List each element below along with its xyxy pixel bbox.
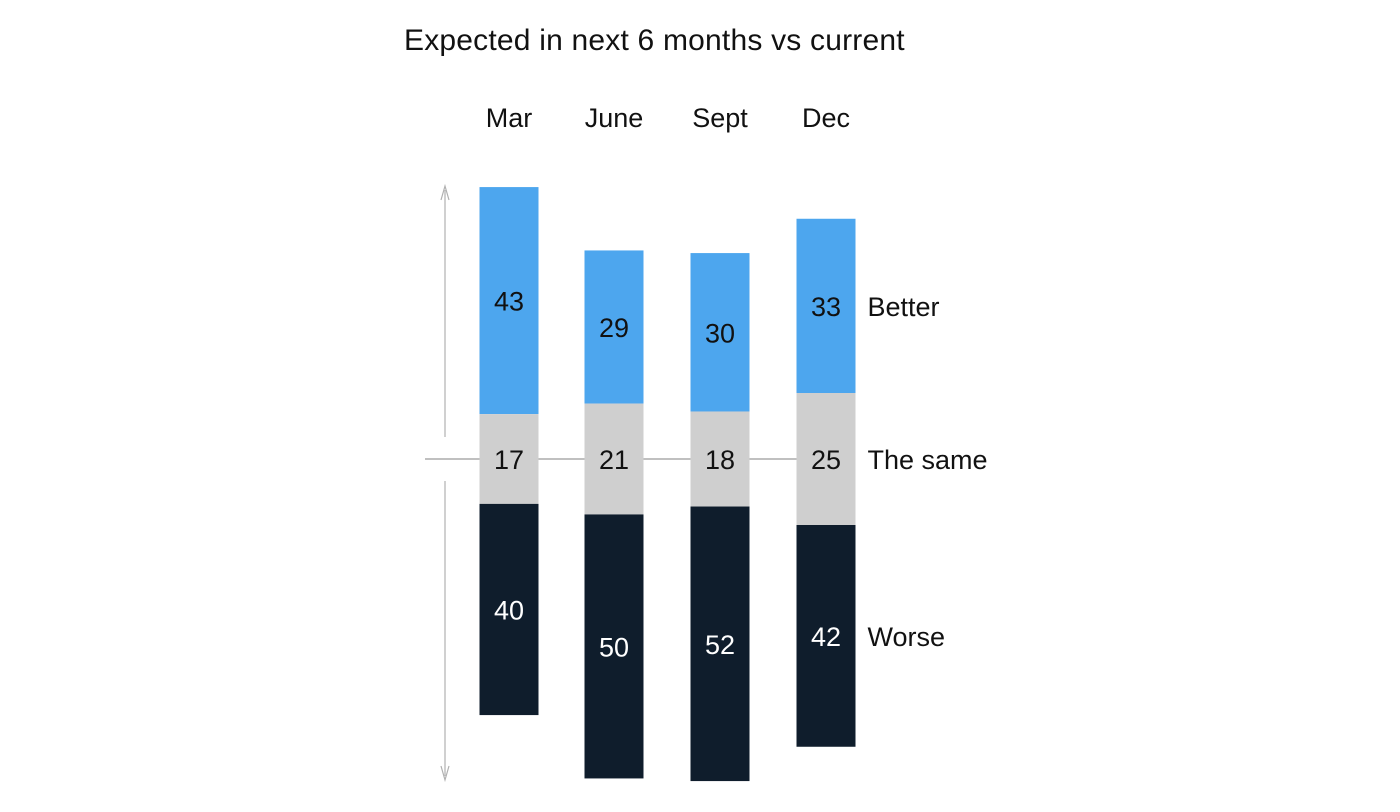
data-label-worse-june: 50 — [599, 632, 629, 662]
data-label-worse-sept: 52 — [705, 630, 735, 660]
bar-same-mar — [479, 414, 539, 504]
data-label-better-dec: 33 — [811, 292, 841, 322]
category-label-sept: Sept — [692, 103, 748, 133]
category-label-dec: Dec — [802, 103, 850, 133]
series-label-better: Better — [868, 292, 940, 322]
data-label-better-june: 29 — [599, 313, 629, 343]
bar-better-mar — [479, 187, 539, 415]
bar-same-june — [584, 403, 644, 515]
data-label-same-sept: 18 — [705, 445, 735, 475]
series-label-same: The same — [868, 445, 988, 475]
data-label-better-sept: 30 — [705, 318, 735, 348]
bar-better-sept — [690, 253, 750, 412]
chart-title: Expected in next 6 months vs current — [404, 24, 905, 57]
bar-worse-mar — [479, 503, 539, 716]
category-label-mar: Mar — [486, 103, 533, 133]
series-label-worse: Worse — [868, 622, 946, 652]
data-label-worse-mar: 40 — [494, 595, 524, 625]
bar-same-sept — [690, 411, 750, 507]
down-arrow-icon — [440, 765, 450, 783]
data-label-same-mar: 17 — [494, 445, 524, 475]
bar-worse-june — [584, 514, 644, 779]
bars-layer — [479, 187, 856, 782]
bar-better-june — [584, 250, 644, 404]
bar-worse-dec — [796, 525, 856, 747]
data-label-same-june: 21 — [599, 445, 629, 475]
data-label-worse-dec: 42 — [811, 622, 841, 652]
data-label-same-dec: 25 — [811, 445, 841, 475]
data-label-better-mar: 43 — [494, 287, 524, 317]
bar-better-dec — [796, 218, 856, 393]
bar-worse-sept — [690, 506, 750, 782]
category-label-june: June — [585, 103, 644, 133]
up-arrow-icon — [440, 183, 450, 201]
labels-layer: Mar 43 17 40 June 29 21 50 Sept 30 18 52 Dec 33 25 42 Be… — [486, 103, 988, 662]
bar-same-dec — [796, 393, 856, 525]
